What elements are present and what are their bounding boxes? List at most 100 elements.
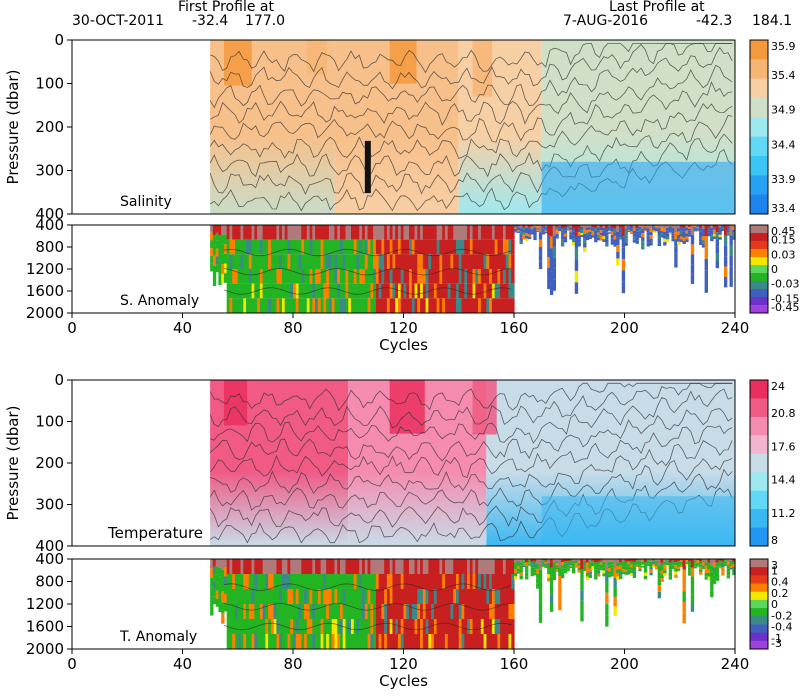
anomaly-cell — [732, 559, 736, 562]
anomaly-cell — [602, 570, 606, 574]
anomaly-cell — [682, 559, 686, 570]
anomaly-cell — [312, 589, 316, 604]
anomaly-cell — [588, 229, 592, 232]
anomaly-cell — [588, 559, 592, 563]
anomaly-cell — [621, 571, 626, 575]
anomaly-cell — [381, 589, 385, 604]
anomaly-cell — [450, 589, 454, 604]
anomaly-cell — [585, 566, 590, 570]
anomaly-cell — [337, 269, 341, 284]
anomaly-cell — [210, 248, 214, 256]
x-tick-label: 200 — [610, 319, 639, 337]
anomaly-cell — [436, 574, 441, 589]
anomaly-cell — [276, 619, 280, 634]
anomaly-cell — [458, 634, 463, 649]
anomaly-cell — [726, 565, 731, 569]
anomaly-cell — [442, 604, 446, 619]
anomaly-cell — [317, 283, 322, 299]
anomaly-cell — [585, 225, 590, 228]
anomaly-cell — [458, 619, 463, 634]
anomaly-cell — [674, 246, 678, 254]
contour-line — [209, 43, 733, 74]
anomaly-cell — [558, 229, 562, 232]
anomaly-cell — [210, 255, 214, 264]
anomaly-cell — [527, 564, 532, 567]
anomaly-cell — [602, 573, 606, 577]
anomaly-cell — [317, 254, 322, 269]
anomaly-cell — [337, 225, 341, 240]
anomaly-cell — [425, 283, 429, 299]
anomaly-cell — [265, 604, 269, 619]
anomaly-cell — [665, 233, 670, 237]
anomaly-cell — [574, 236, 579, 248]
colorbar-swatch — [750, 616, 768, 625]
anomaly-cell — [699, 569, 703, 573]
anomaly-cell — [613, 577, 617, 588]
x-axis-label: Cycles — [379, 672, 428, 690]
contour-line — [209, 382, 733, 429]
anomaly-cell — [682, 591, 686, 602]
anomaly-cell — [665, 565, 670, 567]
anomaly-cell — [428, 239, 432, 255]
colorbar-frame — [749, 39, 769, 215]
anomaly-cell — [431, 283, 435, 299]
anomaly-cell — [422, 604, 427, 619]
anomaly-cell — [718, 234, 722, 238]
anomaly-cell — [577, 225, 581, 229]
anomaly-cell — [654, 567, 659, 570]
anomaly-cell — [721, 561, 725, 565]
anomaly-cell — [212, 559, 217, 567]
anomaly-cell — [364, 239, 369, 255]
anomaly-cell — [638, 229, 642, 232]
anomaly-cell — [464, 559, 468, 574]
anomaly-cell — [646, 232, 650, 236]
anomaly-cell — [723, 245, 728, 257]
anomaly-cell — [312, 604, 316, 619]
anomaly-cell — [605, 559, 609, 571]
anomaly-cell — [599, 227, 603, 231]
anomaly-cell — [326, 283, 330, 299]
anomaly-cell — [607, 230, 612, 233]
anomaly-cell — [359, 254, 363, 269]
anomaly-cell — [649, 564, 653, 568]
anomaly-cell — [594, 233, 598, 237]
anomaly-cell — [635, 561, 639, 564]
anomaly-cell — [351, 559, 355, 574]
x-tick-label: 200 — [610, 655, 639, 673]
anomaly-cell — [710, 578, 714, 585]
contour-line — [209, 382, 733, 412]
anomaly-cell — [726, 226, 731, 229]
anomaly-cell — [254, 225, 258, 240]
anomaly-cell — [409, 559, 413, 574]
x-tick-label: 0 — [67, 655, 77, 673]
anomaly-cell — [442, 239, 446, 255]
anomaly-cell — [342, 298, 347, 313]
anomaly-cell — [657, 591, 662, 599]
anomaly-cell — [353, 574, 358, 589]
anomaly-cell — [486, 634, 490, 649]
anomaly-cell — [317, 619, 322, 634]
anomaly-cell — [433, 283, 438, 299]
anomaly-cell — [574, 566, 579, 568]
first-profile-lon: 177.0 — [245, 13, 286, 29]
anomaly-cell — [395, 283, 399, 299]
anomaly-cell — [439, 559, 443, 574]
anomaly-cell — [370, 634, 374, 649]
anomaly-cell — [339, 574, 344, 589]
anomaly-cell — [569, 234, 573, 238]
anomaly-cell — [486, 559, 490, 574]
anomaly-cell — [508, 283, 512, 299]
anomaly-cell — [516, 227, 521, 229]
anomaly-cell — [538, 225, 543, 233]
anomaly-cell — [232, 298, 236, 313]
anomaly-cell — [251, 559, 255, 574]
anomaly-cell — [607, 562, 612, 566]
anomaly-cell — [392, 269, 396, 284]
anomaly-cell — [732, 225, 736, 228]
anomaly-cell — [342, 604, 347, 619]
anomaly-cell — [690, 244, 695, 255]
anomaly-cell — [544, 560, 548, 563]
anomaly-cell — [580, 600, 584, 612]
anomaly-cell — [660, 574, 664, 579]
anomaly-cell — [613, 587, 617, 597]
